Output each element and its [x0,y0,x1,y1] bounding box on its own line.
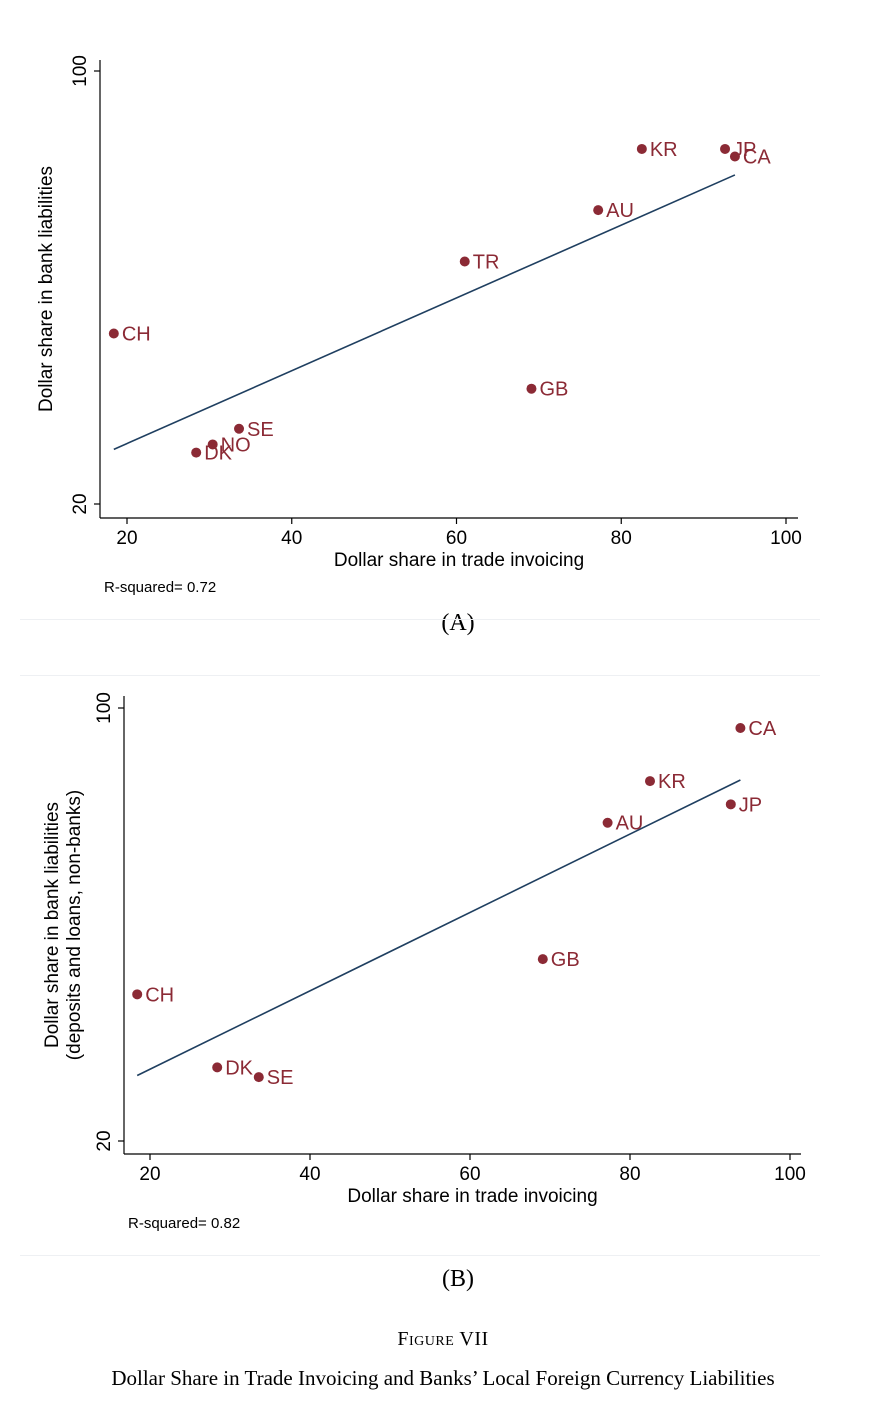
point-kr [645,776,655,787]
point-label-kr: KR [650,139,678,161]
point-label-au: AU [616,813,644,835]
x-tick-label: 20 [116,528,137,549]
point-se [253,1072,264,1083]
point-gb [526,383,537,394]
panel-a-label: (A) [441,610,475,636]
x-tick-label: 80 [611,528,632,549]
point-label-tr: TR [473,252,500,274]
x-tick-label: 80 [619,1164,640,1185]
point-label-ch: CH [145,984,174,1006]
point-label-se: SE [267,1067,294,1089]
x-tick-label: 100 [774,1164,806,1185]
point-ca [735,723,746,734]
y-tick-label: 20 [94,1130,115,1151]
point-ca [729,151,740,162]
x-tick-label: 60 [459,1164,480,1185]
x-tick-label: 100 [770,528,802,549]
point-label-dk: DK [225,1057,253,1079]
y-axis-label: Dollar share in bank liabilities [36,166,57,412]
point-dk [191,447,202,458]
point-label-no: NO [221,434,251,456]
x-tick-label: 20 [139,1164,160,1185]
fit-line [113,174,736,451]
y-axis-label: Dollar share in bank liabilities [42,802,63,1048]
r-squared-note: R-squared= 0.72 [104,579,216,596]
point-au [593,205,604,216]
y-axis-label: (deposits and loans, non-banks) [64,790,85,1060]
point-label-ca: CA [748,718,776,740]
point-jp [725,799,736,810]
point-label-gb: GB [539,379,568,401]
point-tr [459,256,470,267]
x-axis-label: Dollar share in trade invoicing [347,1186,597,1207]
point-ch [108,328,119,339]
point-label-gb: GB [551,949,580,971]
panel-b-top-divider [20,675,820,676]
x-tick-label: 60 [446,528,467,549]
y-tick-label: 100 [94,692,115,724]
panel-a: 20 40 60 80 100 20 100 Dollar share in trade in… [20,40,820,636]
panel-b-divider [20,1255,820,1256]
fit-line [136,779,741,1077]
panel-b-label: (B) [442,1266,474,1292]
x-tick-label: 40 [299,1164,320,1185]
scatter-chart-a: 20 40 60 80 100 20 100 Dollar share in trade in… [36,55,802,596]
point-se [234,423,245,434]
scatter-chart-b: 20 40 60 80 100 20 100 Dollar share in trade in… [42,692,806,1232]
figure-number: Figure VII [397,1328,489,1350]
panel-a-divider [20,619,820,620]
point-label-jp: JP [739,794,762,816]
x-axis-label: Dollar share in trade invoicing [334,550,584,571]
point-gb [537,954,548,965]
point-kr [636,143,647,154]
point-label-se: SE [247,419,274,441]
point-label-au: AU [606,200,634,222]
point-dk [212,1062,223,1073]
point-ch [132,989,143,1000]
point-au [602,817,613,828]
x-tick-label: 40 [281,528,302,549]
figure-caption: Dollar Share in Trade Invoicing and Bank… [111,1366,775,1390]
panel-b: 20 40 60 80 100 20 100 Dollar share in trade in… [20,676,820,1292]
point-label-ch: CH [122,324,151,346]
point-jp [720,143,731,154]
point-label-kr: KR [658,771,686,793]
y-tick-label: 20 [70,493,91,514]
point-no [207,439,218,450]
r-squared-note: R-squared= 0.82 [128,1215,240,1232]
y-tick-label: 100 [70,55,91,87]
point-label-ca: CA [743,147,771,169]
